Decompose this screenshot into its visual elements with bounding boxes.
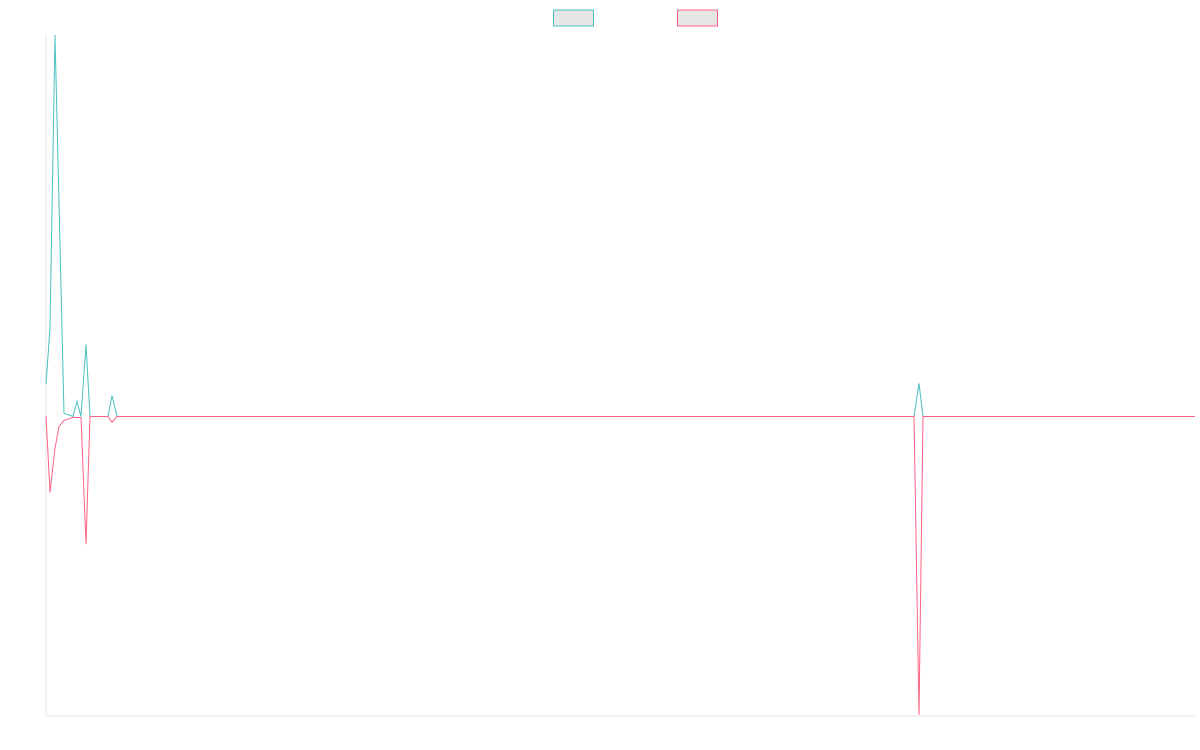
legend-swatch[interactable]: [677, 9, 718, 27]
legend-swatch[interactable]: [553, 9, 594, 27]
series-line: [45, 415, 1195, 716]
series-line: [45, 34, 1195, 418]
